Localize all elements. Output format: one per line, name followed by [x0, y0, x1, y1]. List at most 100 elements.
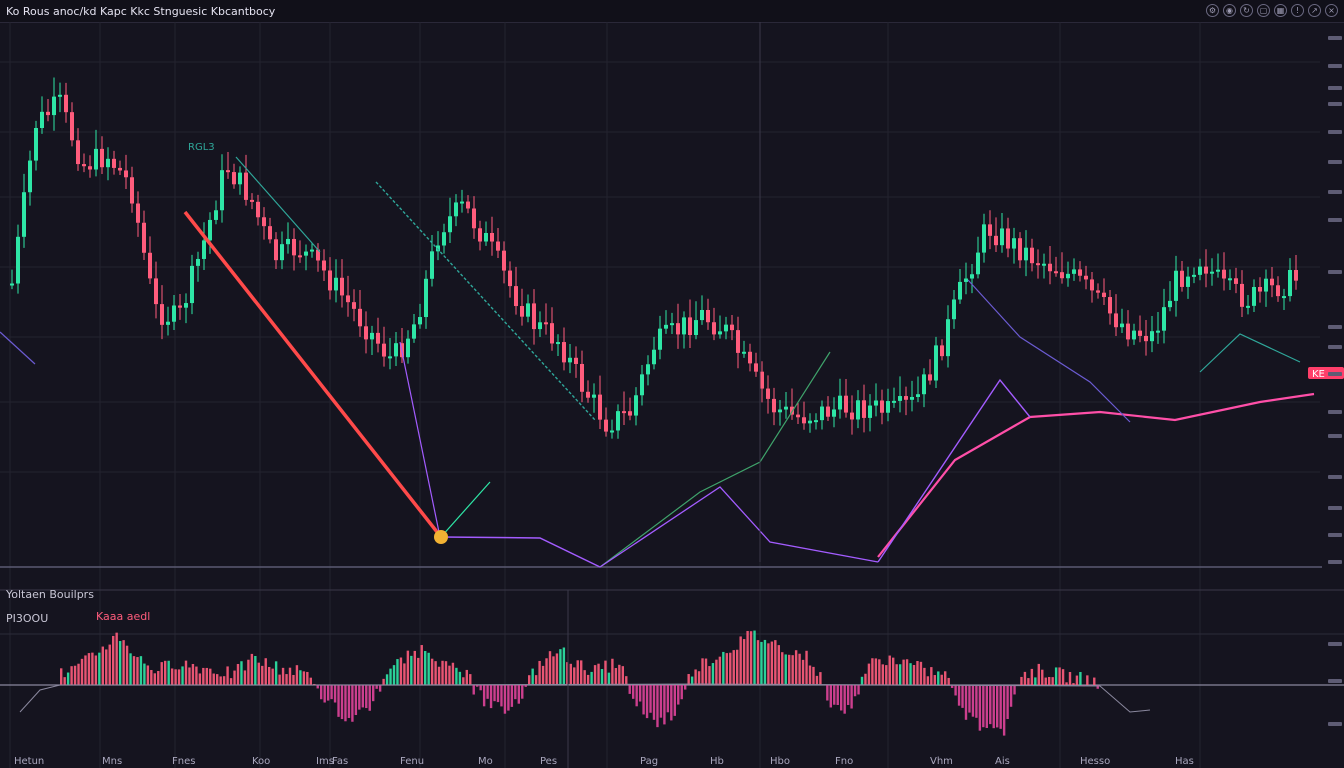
candle-body — [448, 216, 452, 233]
volume-bar — [337, 685, 340, 717]
candle-body — [712, 322, 716, 335]
x-axis-label: Ais — [995, 756, 1010, 767]
candle-body — [1240, 283, 1244, 307]
volume-bar — [73, 665, 77, 685]
candle-body — [232, 172, 236, 185]
volume-bar — [375, 685, 378, 689]
candle-body — [976, 252, 980, 275]
volume-bar — [115, 632, 118, 685]
candle-body — [520, 306, 524, 317]
volume-bar — [372, 685, 375, 702]
volume-bar — [313, 683, 316, 685]
signal-marker[interactable] — [434, 530, 448, 544]
volume-bar — [944, 671, 947, 685]
candle-body — [910, 396, 914, 400]
volume-bar — [687, 674, 690, 685]
volume-bar — [153, 673, 156, 685]
volume-bar — [216, 674, 219, 685]
volume-bar — [968, 685, 971, 713]
volume-bar — [940, 674, 943, 685]
volume-bar — [774, 640, 777, 685]
candle-body — [748, 351, 752, 364]
volume-bar — [1044, 677, 1047, 685]
candle-body — [1126, 323, 1130, 340]
grid-icon[interactable]: ▦ — [1274, 4, 1287, 17]
volume-bar — [871, 658, 874, 685]
volume-bar — [555, 653, 559, 685]
candle-body — [1024, 247, 1028, 261]
candle-body — [754, 363, 758, 372]
volume-bar — [420, 645, 423, 685]
candle-body — [1270, 278, 1274, 286]
candle-body — [1252, 287, 1256, 306]
volume-bar — [66, 672, 70, 685]
candle-body — [178, 305, 182, 308]
volume-bar — [112, 635, 115, 685]
volume-bar — [1027, 678, 1030, 685]
candle-body — [604, 419, 608, 432]
volume-bar — [950, 685, 954, 688]
volume-bar — [98, 652, 101, 685]
candle-body — [616, 411, 620, 431]
volume-bar — [344, 685, 347, 722]
volume-bar — [167, 660, 170, 685]
volume-bar — [424, 651, 427, 685]
indicator-panel-label: PI3OOU — [6, 612, 48, 625]
volume-bar — [427, 652, 430, 685]
volume-bar — [888, 655, 891, 685]
candle-body — [598, 394, 602, 420]
volume-bar — [909, 663, 912, 685]
settings-icon[interactable]: ⚙ — [1206, 4, 1219, 17]
volume-bar — [1075, 675, 1079, 685]
volume-bar — [1034, 677, 1037, 685]
candle-body — [808, 420, 812, 424]
alert-icon[interactable]: ! — [1291, 4, 1304, 17]
candle-body — [940, 345, 944, 357]
close-icon[interactable]: × — [1325, 4, 1338, 17]
volume-bar — [621, 666, 624, 685]
candle-body — [574, 357, 578, 364]
volume-bar — [763, 639, 767, 685]
y-axis-tick-mark — [1328, 434, 1342, 438]
volume-bar — [867, 663, 871, 685]
candle-body — [1060, 272, 1064, 279]
candle-body — [1078, 269, 1082, 276]
refresh-icon[interactable]: ↻ — [1240, 4, 1253, 17]
volume-bar — [385, 674, 389, 685]
candle-body — [22, 192, 26, 237]
volume-bar — [465, 669, 468, 685]
volume-bar — [971, 685, 975, 717]
volume-bar — [989, 685, 992, 725]
candle-body — [766, 388, 770, 399]
volume-bar — [926, 676, 930, 685]
volume-bar — [268, 666, 271, 685]
candle-body — [304, 251, 308, 256]
volume-bar — [978, 685, 982, 731]
volume-bar — [670, 685, 673, 721]
candle-body — [130, 177, 134, 204]
volume-bar — [878, 659, 881, 685]
x-axis-label: Fas — [332, 756, 348, 767]
candle-body — [490, 232, 494, 242]
volume-bar — [150, 669, 153, 685]
volume-bar — [805, 650, 808, 685]
candle-body — [208, 219, 212, 241]
volume-bar — [562, 647, 566, 685]
y-axis-tick-mark — [1328, 722, 1342, 726]
volume-bar — [947, 677, 950, 685]
candle-body — [328, 270, 332, 291]
volume-bar — [458, 671, 462, 685]
price-chart[interactable]: Yoltaen Bouilprs PI3OOU Kaaa aedl RGL3 K… — [0, 22, 1344, 768]
share-icon[interactable]: ↗ — [1308, 4, 1321, 17]
candle-body — [220, 170, 224, 211]
layout-icon[interactable]: ▢ — [1257, 4, 1270, 17]
volume-bar — [794, 650, 798, 685]
volume-bar — [181, 666, 184, 685]
candle-body — [262, 217, 266, 227]
candle-body — [52, 96, 56, 116]
camera-icon[interactable]: ◉ — [1223, 4, 1236, 17]
volume-bar — [164, 660, 167, 685]
candle-body — [1174, 270, 1178, 301]
volume-bar — [798, 653, 801, 685]
candle-body — [1054, 271, 1058, 274]
